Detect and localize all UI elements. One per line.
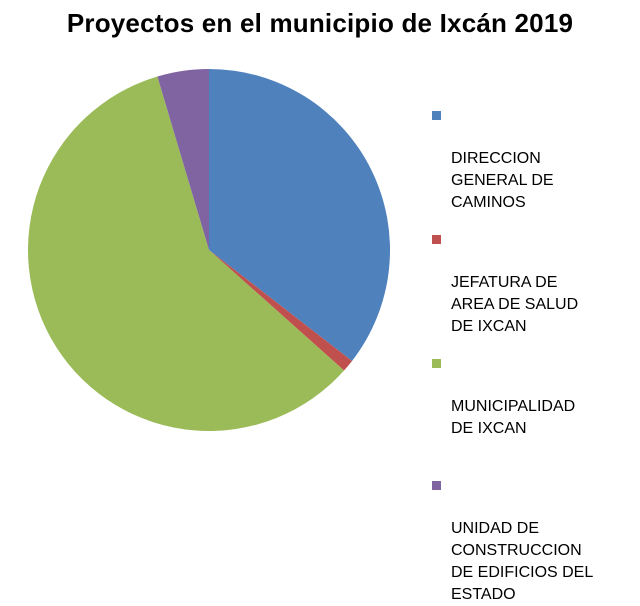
pie-slice bbox=[28, 76, 345, 432]
legend-swatch bbox=[432, 481, 441, 490]
legend-item: UNIDAD DE CONSTRUCCION DE EDIFICIOS DEL … bbox=[430, 474, 630, 606]
legend-swatch bbox=[432, 111, 441, 120]
legend-swatch bbox=[432, 359, 441, 368]
legend-label: MUNICIPALIDAD DE IXCAN bbox=[451, 398, 576, 437]
legend-label: UNIDAD DE CONSTRUCCION DE EDIFICIOS DEL … bbox=[451, 520, 594, 603]
legend-item: DIRECCION GENERAL DE CAMINOS bbox=[430, 104, 630, 214]
legend-item: JEFATURA DE AREA DE SALUD DE IXCAN bbox=[430, 228, 630, 338]
pie-slice bbox=[157, 69, 209, 250]
legend-swatch bbox=[432, 235, 441, 244]
chart-title: Proyectos en el municipio de Ixcán 2019 bbox=[66, 8, 574, 38]
pie-slice bbox=[209, 250, 353, 371]
legend-label: JEFATURA DE AREA DE SALUD DE IXCAN bbox=[451, 274, 579, 335]
chart-legend: DIRECCION GENERAL DE CAMINOS JEFATURA DE… bbox=[430, 104, 630, 606]
pie-slice bbox=[209, 69, 391, 361]
legend-label: DIRECCION GENERAL DE CAMINOS bbox=[451, 150, 554, 211]
legend-item: MUNICIPALIDAD DE IXCAN bbox=[430, 352, 630, 440]
pie-chart bbox=[28, 69, 391, 432]
